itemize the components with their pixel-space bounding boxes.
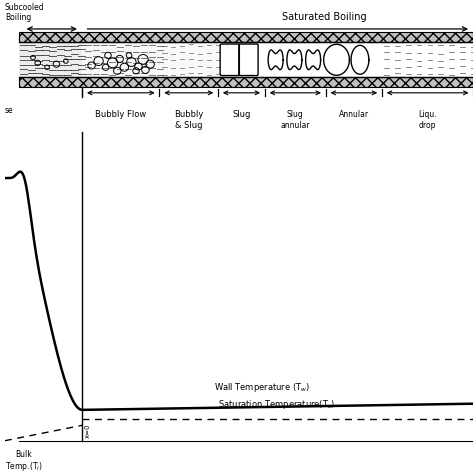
Text: se: se bbox=[5, 106, 14, 115]
Text: x=0: x=0 bbox=[84, 424, 91, 438]
Text: Liqu.
drop: Liqu. drop bbox=[419, 110, 437, 130]
Polygon shape bbox=[159, 42, 218, 77]
Text: Saturated Boiling: Saturated Boiling bbox=[283, 12, 367, 22]
Polygon shape bbox=[82, 42, 159, 77]
Text: Bubbly Flow: Bubbly Flow bbox=[95, 110, 146, 119]
Polygon shape bbox=[19, 77, 474, 87]
Text: Saturation Temperature(T$_s$): Saturation Temperature(T$_s$) bbox=[218, 398, 335, 411]
Text: Bubbly
& Slug: Bubbly & Slug bbox=[174, 110, 203, 130]
Text: Subcooled
Boiling: Subcooled Boiling bbox=[5, 3, 45, 22]
Text: Bulk
Temp.(T$_l$): Bulk Temp.(T$_l$) bbox=[5, 449, 43, 474]
Text: Slug
annular: Slug annular bbox=[281, 110, 310, 130]
Polygon shape bbox=[19, 42, 82, 77]
Text: Wall Temperature (T$_w$): Wall Temperature (T$_w$) bbox=[214, 382, 310, 394]
Text: Annular: Annular bbox=[339, 110, 369, 119]
Polygon shape bbox=[19, 33, 474, 42]
Text: Slug: Slug bbox=[232, 110, 251, 119]
